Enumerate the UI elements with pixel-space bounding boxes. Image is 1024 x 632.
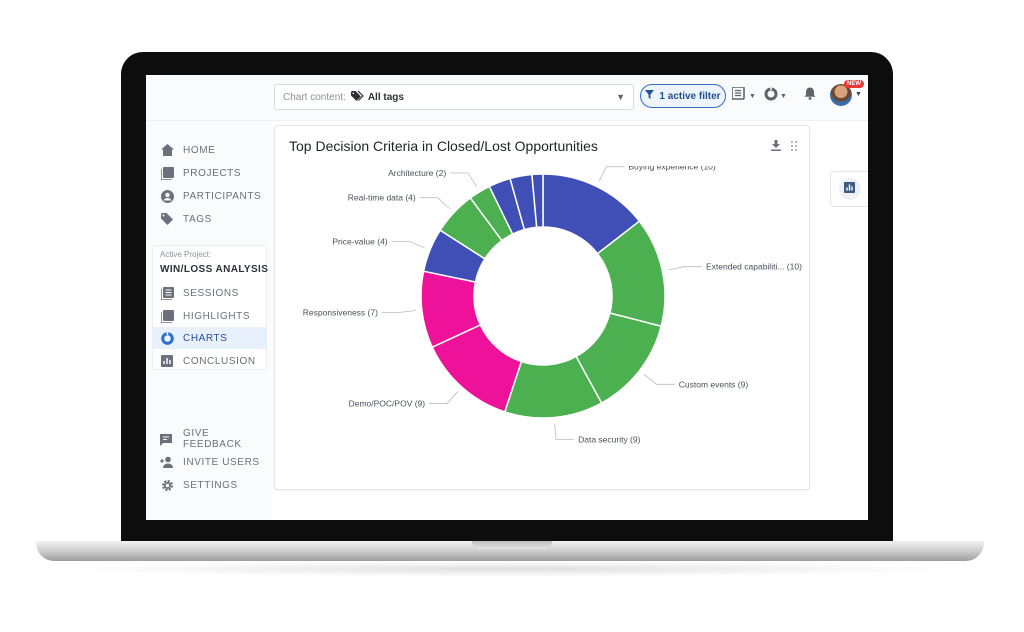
active-filter-button[interactable]: 1 active filter: [640, 84, 726, 108]
highlights-icon: [160, 309, 174, 323]
home-icon: [160, 143, 174, 157]
chart-type-button[interactable]: ▼: [764, 86, 787, 106]
conclusion-icon: [160, 354, 174, 368]
new-badge: NEW: [844, 80, 864, 88]
laptop-notch: [472, 541, 552, 549]
bell-icon: [804, 87, 816, 105]
slice-label: Architecture (2): [388, 168, 446, 178]
chart-content-label: Chart content:: [283, 91, 346, 103]
sidebar-item-label: SESSIONS: [183, 287, 239, 299]
sidebar-item-sessions[interactable]: SESSIONS: [160, 284, 239, 302]
label-leader-line: [554, 423, 575, 440]
feedback-icon: [160, 432, 174, 446]
chart-content-value: All tags: [367, 91, 404, 103]
app-screen: Chart content: All tags ▼ 1 active filte…: [146, 75, 868, 520]
slice-label: Responsiveness (7): [303, 307, 378, 317]
sidebar-item-settings[interactable]: SETTINGS: [160, 476, 238, 494]
label-leader-line: [419, 197, 450, 209]
avatar[interactable]: [830, 84, 852, 106]
sidebar-item-projects[interactable]: PROJECTS: [160, 164, 241, 182]
chevron-down-icon: ▼: [780, 92, 787, 100]
download-icon[interactable]: [771, 138, 781, 156]
label-leader-line: [381, 310, 416, 313]
donut-slice[interactable]: [531, 173, 544, 229]
laptop-shadow: [60, 561, 960, 577]
projects-icon: [160, 166, 174, 180]
sidebar-item-label: INVITE USERS: [183, 456, 260, 468]
active-project-name: WIN/LOSS ANALYSIS: [160, 264, 269, 275]
settings-icon: [160, 478, 174, 492]
label-leader-line: [391, 241, 425, 249]
sidebar-item-invite-users[interactable]: INVITE USERS: [160, 453, 260, 471]
sessions-icon: [160, 286, 174, 300]
slice-label: Demo/POC/POV (9): [349, 398, 426, 408]
slice-label: Extended capabiliti... (10): [706, 262, 802, 272]
sidebar-item-highlights[interactable]: HIGHLIGHTS: [160, 307, 250, 325]
sidebar-item-charts[interactable]: CHARTS: [160, 329, 228, 347]
drag-handle-icon[interactable]: [791, 138, 797, 156]
bar-chart-icon: [844, 180, 855, 198]
filter-icon: [645, 90, 655, 102]
sidebar: HOME PROJECTS PARTICIPANTS TAGS Active P…: [146, 121, 271, 520]
sidebar-item-conclusion[interactable]: CONCLUSION: [160, 352, 256, 370]
top-bar: Chart content: All tags ▼ 1 active filte…: [146, 75, 868, 121]
sidebar-item-give-feedback[interactable]: GIVE FEEDBACK: [160, 428, 271, 450]
sidebar-item-label: PARTICIPANTS: [183, 190, 262, 202]
filter-label: 1 active filter: [659, 90, 721, 102]
chevron-down-icon: ▼: [749, 92, 756, 100]
charts-icon: [160, 331, 174, 345]
chevron-down-icon: ▼: [616, 92, 625, 102]
chart-title: Top Decision Criteria in Closed/Lost Opp…: [289, 138, 598, 154]
sidebar-item-label: CONCLUSION: [183, 355, 256, 367]
sidebar-item-label: HOME: [183, 144, 216, 156]
list-view-icon: [731, 86, 747, 105]
notifications-button[interactable]: [804, 87, 816, 105]
donut-chart: Buying experience (10) Extended capabilit…: [303, 166, 802, 444]
chevron-down-icon[interactable]: ▼: [855, 91, 862, 98]
label-leader-line: [598, 166, 625, 182]
label-leader-line: [643, 374, 675, 385]
sidebar-item-label: SETTINGS: [183, 479, 238, 491]
slice-label: Custom events (9): [679, 379, 749, 389]
slice-label: Real-time data (4): [348, 193, 416, 203]
laptop-base: [36, 541, 984, 561]
label-leader-line: [429, 391, 459, 404]
slice-label: Price-value (4): [332, 237, 387, 247]
active-nav-highlight: [153, 327, 266, 349]
slice-label: Buying experience (10): [628, 166, 716, 172]
chart-card: Top Decision Criteria in Closed/Lost Opp…: [274, 125, 810, 490]
tags-icon: [350, 90, 364, 104]
donut-chart-icon: [764, 86, 778, 106]
sidebar-item-label: TAGS: [183, 213, 212, 225]
sidebar-item-participants[interactable]: PARTICIPANTS: [160, 187, 261, 205]
sidebar-item-label: PROJECTS: [183, 167, 242, 179]
sidebar-item-label: HIGHLIGHTS: [183, 310, 251, 322]
chart-content-select[interactable]: Chart content: All tags ▼: [274, 84, 634, 110]
tags-icon: [160, 212, 174, 226]
label-leader-line: [450, 172, 477, 187]
sidebar-item-label: CHARTS: [183, 332, 228, 344]
slice-label: Data security (9): [578, 434, 641, 444]
label-leader-line: [668, 266, 702, 271]
sidebar-item-home[interactable]: HOME: [160, 141, 215, 159]
invite-users-icon: [160, 455, 174, 469]
chart-card-tools: [771, 138, 797, 156]
sidebar-item-tags[interactable]: TAGS: [160, 210, 212, 228]
active-project-label: Active Project:: [160, 250, 212, 259]
active-project-panel: [152, 245, 267, 370]
chart-panel-toggle[interactable]: [830, 171, 868, 207]
view-menu-button[interactable]: ▼: [731, 86, 756, 105]
participants-icon: [160, 189, 174, 203]
sidebar-item-label: GIVE FEEDBACK: [182, 428, 242, 450]
